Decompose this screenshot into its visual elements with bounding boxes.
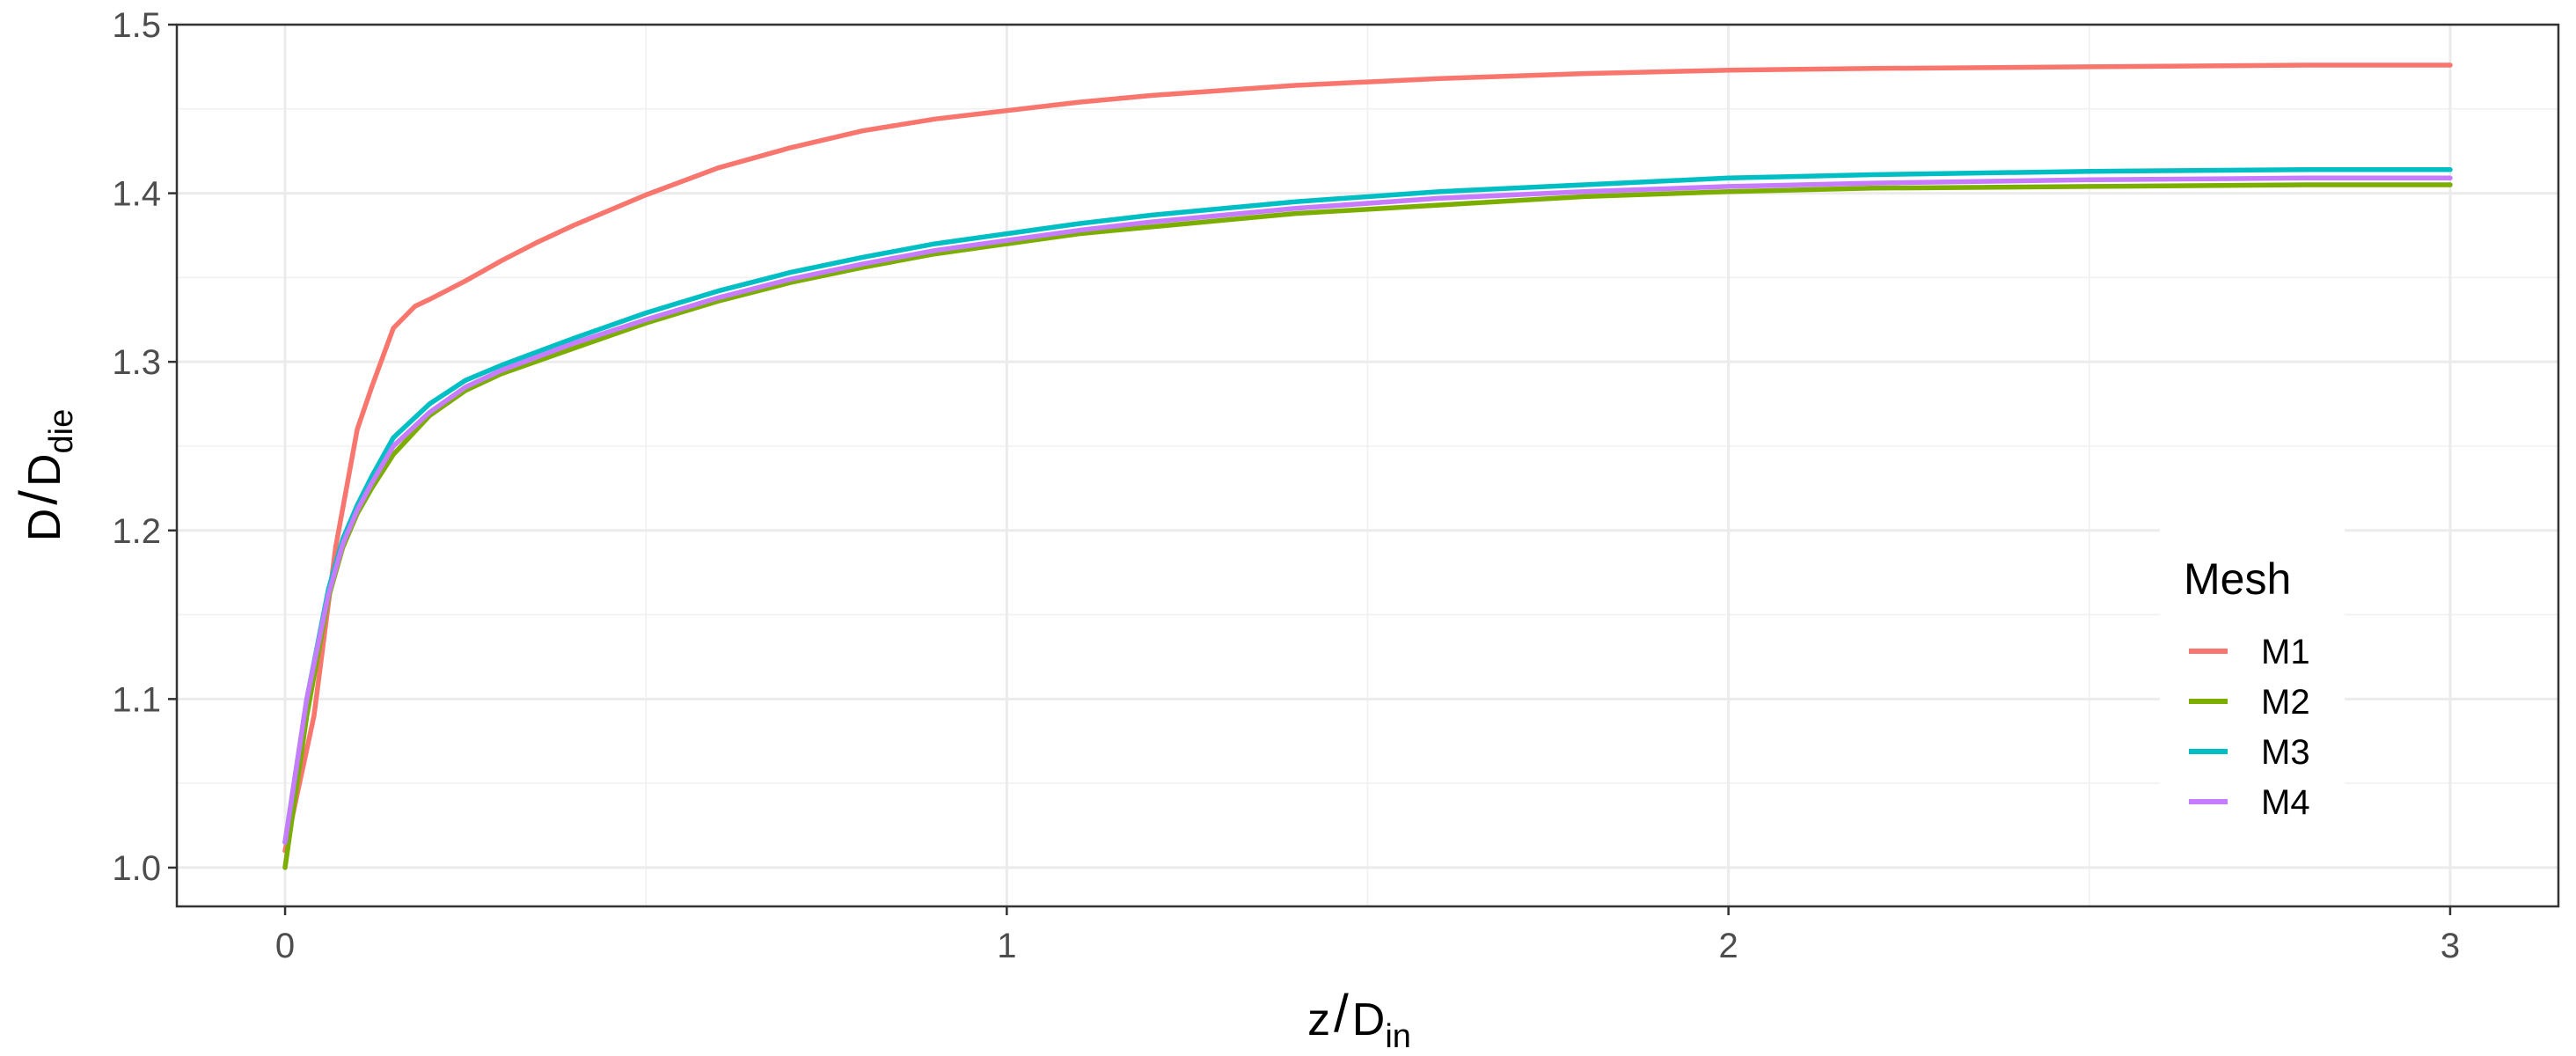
x-axis-title-separator: / [1334, 984, 1349, 1043]
x-tick-label: 1 [997, 927, 1016, 965]
y-axis-ticks: 1.0 1.1 1.2 1.3 1.4 1.5 [112, 6, 177, 888]
x-tick-label: 3 [2441, 927, 2460, 965]
legend-items: M1 M2 M3 M4 [2189, 633, 2310, 822]
series-line-m4 [282, 175, 2453, 845]
series-lines [282, 62, 2453, 870]
y-axis-title-main: D [19, 509, 70, 542]
legend-background [2160, 528, 2345, 845]
y-tick-label: 1.4 [112, 175, 161, 214]
legend-label-m1: M1 [2261, 633, 2310, 671]
y-axis-title-separator: / [9, 490, 68, 505]
x-axis-title-subscript: in [1385, 1018, 1411, 1055]
series-line-m1 [282, 62, 2453, 854]
legend-title: Mesh [2184, 554, 2291, 604]
x-axis-title: z/Din [1307, 984, 1411, 1055]
plot-panel-border [175, 23, 2560, 908]
x-axis-title-base: D [1352, 994, 1386, 1045]
legend-label-m3: M3 [2261, 733, 2310, 772]
legend-label-m4: M4 [2261, 783, 2310, 822]
x-tick-label: 0 [275, 927, 295, 965]
y-axis-title: D / Ddie [9, 409, 80, 542]
y-tick-label: 1.5 [112, 6, 161, 45]
y-tick-label: 1.3 [112, 343, 161, 382]
legend-label-m2: M2 [2261, 683, 2310, 722]
x-axis-title-main: z [1307, 994, 1330, 1045]
y-tick-label: 1.0 [112, 849, 161, 888]
y-axis-title-subscript: die [43, 409, 80, 454]
legend: Mesh M1 M2 M3 M4 [2160, 528, 2345, 845]
series-line-m3 [282, 167, 2453, 845]
y-tick-label: 1.2 [112, 512, 161, 551]
x-axis-ticks: 0 1 2 3 [275, 906, 2460, 965]
y-tick-label: 1.1 [112, 680, 161, 719]
y-axis-title-base: D [19, 453, 70, 487]
x-tick-label: 2 [1719, 927, 1738, 965]
